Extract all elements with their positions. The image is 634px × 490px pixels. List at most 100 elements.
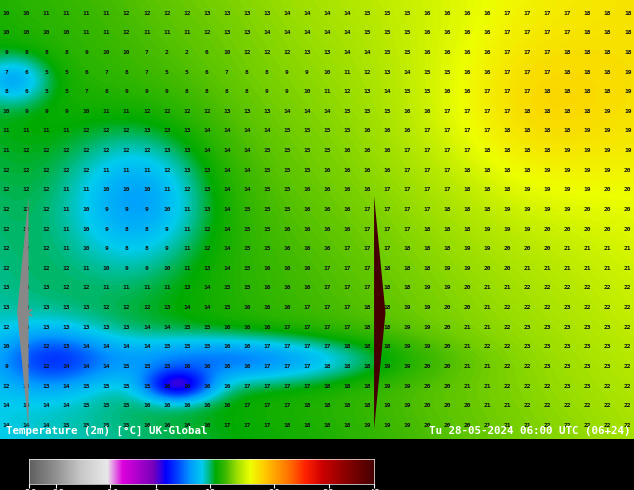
Text: 22: 22: [544, 423, 551, 428]
Text: 17: 17: [283, 384, 290, 389]
Text: 16: 16: [303, 187, 311, 193]
Text: 14: 14: [403, 70, 411, 74]
Text: 9: 9: [125, 207, 129, 212]
Text: 17: 17: [484, 109, 491, 114]
Text: 13: 13: [63, 305, 70, 310]
Text: 18: 18: [384, 344, 391, 349]
Text: 16: 16: [384, 168, 391, 172]
Text: 2: 2: [165, 50, 169, 55]
Text: 17: 17: [363, 207, 371, 212]
Text: 6: 6: [205, 70, 209, 74]
Text: 12: 12: [23, 226, 30, 232]
Text: 11: 11: [183, 30, 190, 35]
Text: 12: 12: [183, 109, 190, 114]
Text: 9: 9: [125, 266, 129, 271]
Text: 12: 12: [103, 305, 110, 310]
Text: 17: 17: [463, 148, 471, 153]
Text: 8: 8: [205, 89, 209, 94]
Text: 11: 11: [163, 286, 171, 291]
Text: 12: 12: [103, 148, 110, 153]
Text: 14: 14: [123, 344, 131, 349]
Text: 9: 9: [125, 89, 129, 94]
Text: 17: 17: [323, 344, 331, 349]
Text: 18: 18: [584, 89, 592, 94]
Text: 18: 18: [444, 207, 451, 212]
Text: 18: 18: [624, 50, 631, 55]
Text: 16: 16: [163, 423, 171, 428]
Text: 20: 20: [604, 226, 611, 232]
Text: 18: 18: [564, 109, 571, 114]
Text: 15: 15: [384, 109, 391, 114]
Text: 19: 19: [524, 207, 531, 212]
Text: 15: 15: [163, 364, 171, 369]
Text: 21: 21: [604, 246, 611, 251]
Text: 23: 23: [524, 325, 531, 330]
Text: 15: 15: [183, 325, 190, 330]
Text: 12: 12: [42, 148, 50, 153]
Text: 17: 17: [283, 325, 290, 330]
Text: 17: 17: [323, 305, 331, 310]
Text: 16: 16: [263, 266, 271, 271]
Text: 13: 13: [384, 70, 391, 74]
Text: 18: 18: [344, 364, 351, 369]
Text: 16: 16: [323, 187, 331, 193]
Text: 14: 14: [203, 148, 210, 153]
Text: 10: 10: [143, 187, 150, 193]
Text: 21: 21: [484, 423, 491, 428]
Text: 23: 23: [564, 384, 571, 389]
Text: 17: 17: [564, 30, 571, 35]
Text: 11: 11: [143, 168, 150, 172]
Text: 10: 10: [23, 344, 30, 349]
Text: 21: 21: [524, 266, 531, 271]
Text: 15: 15: [223, 286, 231, 291]
Text: 16: 16: [403, 128, 411, 133]
Text: 14: 14: [283, 11, 290, 16]
Text: 16: 16: [223, 344, 231, 349]
Text: 10: 10: [83, 207, 90, 212]
Text: 13: 13: [203, 207, 210, 212]
Text: 18: 18: [344, 344, 351, 349]
Text: 19: 19: [463, 246, 471, 251]
Text: 14: 14: [23, 423, 30, 428]
Text: 8: 8: [145, 246, 148, 251]
Text: 16: 16: [424, 11, 431, 16]
Text: 12: 12: [3, 187, 10, 193]
Text: 11: 11: [103, 168, 110, 172]
Text: 17: 17: [303, 364, 311, 369]
Text: 18: 18: [624, 30, 631, 35]
Text: 9: 9: [145, 266, 148, 271]
Text: 7: 7: [225, 70, 229, 74]
Text: 11: 11: [143, 286, 150, 291]
Text: 17: 17: [263, 403, 271, 408]
Text: 22: 22: [624, 423, 631, 428]
Text: 15: 15: [283, 187, 290, 193]
Text: 15: 15: [203, 344, 210, 349]
Text: 15: 15: [303, 128, 311, 133]
Text: 15: 15: [243, 207, 250, 212]
Text: 12: 12: [23, 168, 30, 172]
Text: 8: 8: [225, 89, 229, 94]
Text: 18: 18: [564, 70, 571, 74]
Text: 21: 21: [503, 423, 511, 428]
Text: 19: 19: [624, 70, 631, 74]
Text: 22: 22: [503, 384, 511, 389]
Text: 19: 19: [403, 423, 411, 428]
Text: 12: 12: [123, 148, 131, 153]
Text: 16: 16: [344, 168, 351, 172]
Text: 9: 9: [285, 89, 289, 94]
Text: 11: 11: [42, 128, 50, 133]
Text: 16: 16: [283, 226, 290, 232]
Text: 20: 20: [444, 423, 451, 428]
Text: 18: 18: [323, 423, 331, 428]
Text: 17: 17: [424, 207, 431, 212]
Text: 11: 11: [183, 246, 190, 251]
Text: 17: 17: [384, 226, 391, 232]
Text: 16: 16: [403, 109, 411, 114]
Text: 15: 15: [323, 128, 331, 133]
Text: 14: 14: [303, 11, 311, 16]
Text: 14: 14: [223, 148, 231, 153]
Text: 10: 10: [103, 266, 110, 271]
Text: 16: 16: [323, 207, 331, 212]
Text: 16: 16: [344, 148, 351, 153]
Text: 19: 19: [384, 384, 391, 389]
